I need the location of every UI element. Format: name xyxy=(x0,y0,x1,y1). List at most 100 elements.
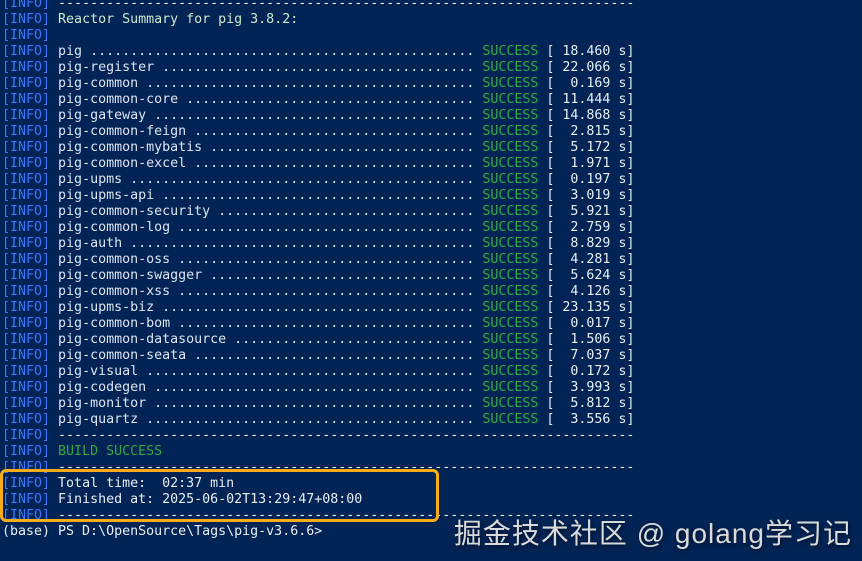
module-name: pig-common-excel .......................… xyxy=(58,156,483,171)
module-name: pig-gateway ............................… xyxy=(58,108,483,123)
separator-dashes: ----------------------------------------… xyxy=(58,0,635,11)
info-tag: [INFO] xyxy=(2,76,59,91)
module-time: [ 1.971 s] xyxy=(538,156,635,171)
module-time: [ 5.172 s] xyxy=(538,140,635,155)
module-status: SUCCESS xyxy=(482,220,539,235)
module-status: SUCCESS xyxy=(482,188,539,203)
log-line-module: [INFO] pig-upms-biz ....................… xyxy=(2,300,634,316)
separator-dashes: ----------------------------------------… xyxy=(58,460,635,475)
log-line-separator: [INFO] ---------------------------------… xyxy=(2,460,634,476)
module-time: [ 5.624 s] xyxy=(538,268,635,283)
info-tag: [INFO] xyxy=(2,156,59,171)
log-line-module: [INFO] pig .............................… xyxy=(2,44,634,60)
log-line-build-result: [INFO] BUILD SUCCESS xyxy=(2,444,634,460)
log-line-module: [INFO] pig-common-core .................… xyxy=(2,92,634,108)
info-tag: [INFO] xyxy=(2,492,59,507)
info-tag: [INFO] xyxy=(2,412,59,427)
log-line-module: [INFO] pig-quartz ......................… xyxy=(2,412,634,428)
module-time: [ 18.460 s] xyxy=(538,44,635,59)
info-tag: [INFO] xyxy=(2,364,59,379)
log-line-module: [INFO] pig-common-swagger ..............… xyxy=(2,268,634,284)
module-status: SUCCESS xyxy=(482,204,539,219)
module-time: [ 1.506 s] xyxy=(538,332,635,347)
log-line-module: [INFO] pig-codegen .....................… xyxy=(2,380,634,396)
module-time: [ 4.126 s] xyxy=(538,284,635,299)
info-tag: [INFO] xyxy=(2,268,59,283)
info-tag: [INFO] xyxy=(2,444,59,459)
log-line-module: [INFO] pig-common-feign ................… xyxy=(2,124,634,140)
module-name: pig-common-mybatis .....................… xyxy=(58,140,483,155)
info-tag: [INFO] xyxy=(2,396,59,411)
log-line-module: [INFO] pig-common-excel ................… xyxy=(2,156,634,172)
log-line-module: [INFO] pig-common-security .............… xyxy=(2,204,634,220)
info-tag: [INFO] xyxy=(2,44,59,59)
module-status: SUCCESS xyxy=(482,140,539,155)
info-tag: [INFO] xyxy=(2,60,59,75)
log-line-module: [INFO] pig-common-xss ..................… xyxy=(2,284,634,300)
module-status: SUCCESS xyxy=(482,92,539,107)
module-status: SUCCESS xyxy=(482,364,539,379)
log-line-module: [INFO] pig-common-mybatis ..............… xyxy=(2,140,634,156)
module-name: pig-codegen ............................… xyxy=(58,380,483,395)
module-status: SUCCESS xyxy=(482,332,539,347)
log-line-module: [INFO] pig-common-oss ..................… xyxy=(2,252,634,268)
log-line-finished-at: [INFO] Finished at: 2025-06-02T13:29:47+… xyxy=(2,492,634,508)
total-time-text: Total time: 02:37 min xyxy=(58,476,235,491)
module-name: pig-common-feign .......................… xyxy=(58,124,483,139)
log-line-separator: [INFO] ---------------------------------… xyxy=(2,428,634,444)
module-time: [ 8.829 s] xyxy=(538,236,635,251)
module-status: SUCCESS xyxy=(482,236,539,251)
module-status: SUCCESS xyxy=(482,348,539,363)
module-name: pig ....................................… xyxy=(58,44,483,59)
module-time: [ 0.172 s] xyxy=(538,364,635,379)
module-time: [ 0.169 s] xyxy=(538,76,635,91)
watermark: 掘金技术社区 @ golang学习记 xyxy=(453,518,852,549)
module-name: pig-common-xss .........................… xyxy=(58,284,483,299)
log-line-reactor-summary: [INFO] Reactor Summary for pig 3.8.2: xyxy=(2,12,634,28)
log-line-module: [INFO] pig-auth ........................… xyxy=(2,236,634,252)
module-status: SUCCESS xyxy=(482,172,539,187)
module-status: SUCCESS xyxy=(482,380,539,395)
info-tag: [INFO] xyxy=(2,332,59,347)
module-name: pig-common-bom .........................… xyxy=(58,316,483,331)
module-status: SUCCESS xyxy=(482,396,539,411)
info-tag: [INFO] xyxy=(2,380,59,395)
info-tag: [INFO] xyxy=(2,252,59,267)
info-tag: [INFO] xyxy=(2,236,59,251)
info-tag: [INFO] xyxy=(2,0,59,11)
module-name: pig-auth ...............................… xyxy=(58,236,483,251)
module-name: pig-upms-biz ...........................… xyxy=(58,300,483,315)
finished-at-text: Finished at: 2025-06-02T13:29:47+08:00 xyxy=(58,492,363,507)
module-time: [ 4.281 s] xyxy=(538,252,635,267)
module-status: SUCCESS xyxy=(482,316,539,331)
info-tag: [INFO] xyxy=(2,172,59,187)
module-time: [ 22.066 s] xyxy=(538,60,635,75)
module-time: [ 11.444 s] xyxy=(538,92,635,107)
module-status: SUCCESS xyxy=(482,124,539,139)
terminal-prompt[interactable]: (base) PS D:\OpenSource\Tags\pig-v3.6.6> xyxy=(2,524,634,540)
info-tag: [INFO] xyxy=(2,284,59,299)
module-name: pig-upms ...............................… xyxy=(58,172,483,187)
log-line-module: [INFO] pig-monitor .....................… xyxy=(2,396,634,412)
module-name: pig-quartz .............................… xyxy=(58,412,483,427)
module-name: pig-common-swagger .....................… xyxy=(58,268,483,283)
module-time: [ 5.921 s] xyxy=(538,204,635,219)
log-line-blank: [INFO] xyxy=(2,28,634,44)
info-tag: [INFO] xyxy=(2,508,59,523)
module-name: pig-common-seata .......................… xyxy=(58,348,483,363)
module-status: SUCCESS xyxy=(482,156,539,171)
log-line-module: [INFO] pig-register ....................… xyxy=(2,60,634,76)
log-line-separator: [INFO] ---------------------------------… xyxy=(2,0,634,12)
log-line-module: [INFO] pig-common-bom ..................… xyxy=(2,316,634,332)
info-tag: [INFO] xyxy=(2,316,59,331)
info-tag: [INFO] xyxy=(2,204,59,219)
module-time: [ 3.993 s] xyxy=(538,380,635,395)
info-tag: [INFO] xyxy=(2,140,59,155)
module-name: pig-common-datasource ..................… xyxy=(58,332,483,347)
info-tag: [INFO] xyxy=(2,188,59,203)
log-line-module: [INFO] pig-common ......................… xyxy=(2,76,634,92)
module-status: SUCCESS xyxy=(482,300,539,315)
module-time: [ 0.017 s] xyxy=(538,316,635,331)
module-time: [ 3.556 s] xyxy=(538,412,635,427)
module-name: pig-upms-api ...........................… xyxy=(58,188,483,203)
